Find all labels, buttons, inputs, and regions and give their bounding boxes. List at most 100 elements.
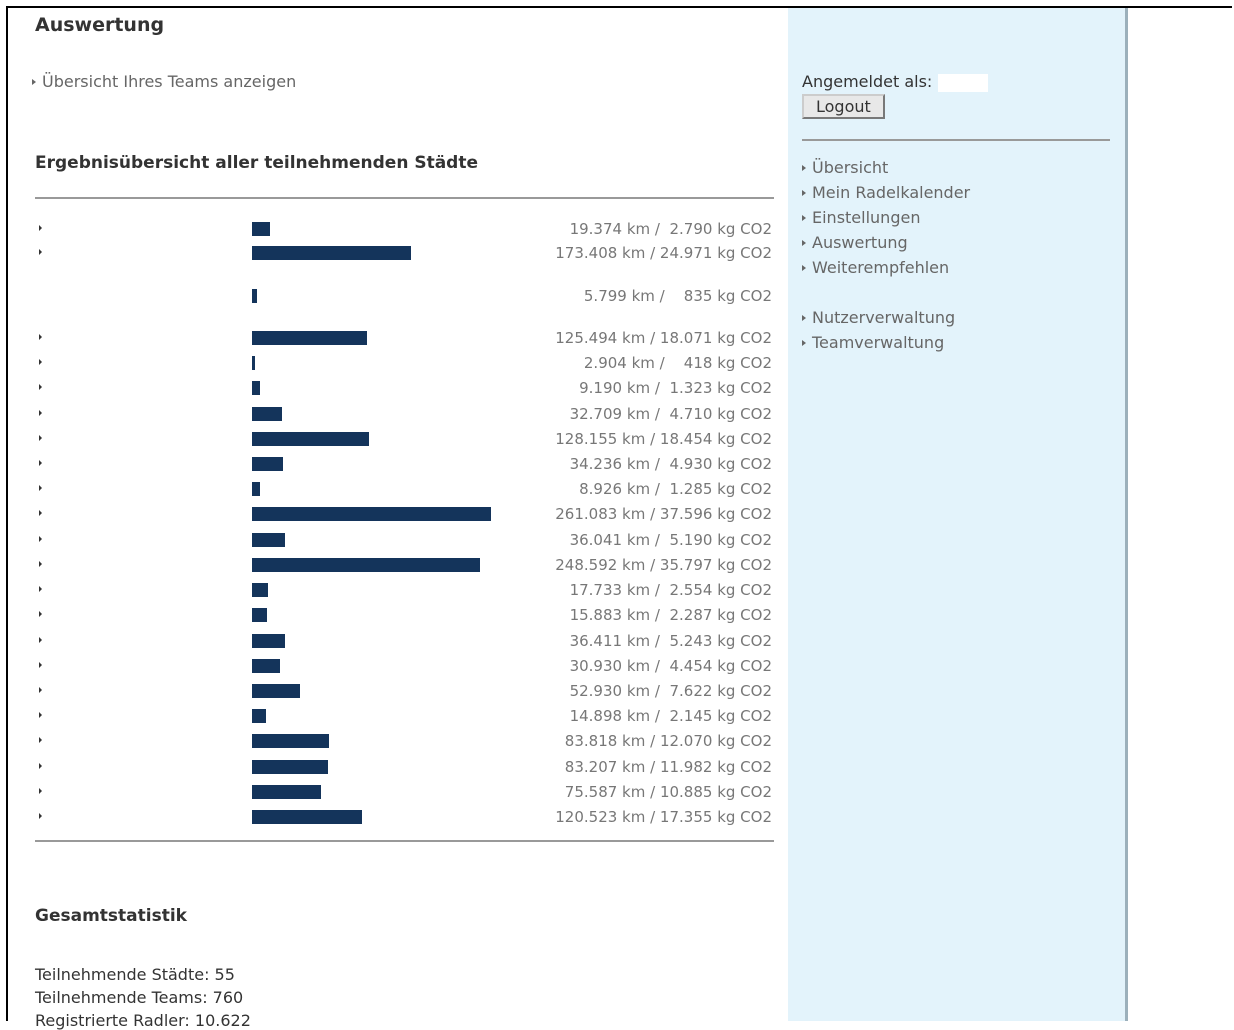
city-row: 75.587 km / 10.885 kg CO2 — [35, 781, 774, 803]
city-row: 5.799 km / 835 kg CO2 — [35, 285, 774, 307]
city-bar — [252, 457, 283, 471]
city-bar — [252, 482, 260, 496]
logout-button[interactable]: Logout — [802, 94, 885, 119]
city-stat: 261.083 km / 37.596 kg CO2 — [555, 505, 772, 523]
city-link-arrow-icon[interactable] — [39, 249, 42, 255]
city-stat: 15.883 km / 2.287 kg CO2 — [569, 606, 772, 624]
city-row: 17.733 km / 2.554 kg CO2 — [35, 579, 774, 601]
city-bar — [252, 331, 367, 345]
city-link-arrow-icon[interactable] — [39, 763, 42, 769]
sidebar-item-auswertung[interactable]: Auswertung — [802, 233, 908, 252]
logged-in-label: Angemeldet als: — [802, 72, 933, 91]
city-link-arrow-icon[interactable] — [39, 813, 42, 819]
city-bar — [252, 608, 267, 622]
city-bar — [252, 356, 255, 370]
city-bar — [252, 785, 321, 799]
city-bar — [252, 684, 300, 698]
city-link-arrow-icon[interactable] — [39, 225, 42, 231]
city-bar — [252, 507, 491, 521]
city-row: 125.494 km / 18.071 kg CO2 — [35, 327, 774, 349]
city-stat: 19.374 km / 2.790 kg CO2 — [569, 220, 772, 238]
main-content: Auswertung Übersicht Ihres Teams anzeige… — [22, 8, 788, 1030]
city-row: 14.898 km / 2.145 kg CO2 — [35, 705, 774, 727]
bullet-icon — [802, 314, 806, 321]
city-bar — [252, 583, 268, 597]
city-link-arrow-icon[interactable] — [39, 536, 42, 542]
city-link-arrow-icon[interactable] — [39, 435, 42, 441]
city-row: 32.709 km / 4.710 kg CO2 — [35, 403, 774, 425]
city-bar — [252, 634, 285, 648]
sidebar-item-teamverwaltung[interactable]: Teamverwaltung — [802, 333, 944, 352]
city-stat: 34.236 km / 4.930 kg CO2 — [569, 455, 772, 473]
city-link-arrow-icon[interactable] — [39, 737, 42, 743]
city-stat: 128.155 km / 18.454 kg CO2 — [555, 430, 772, 448]
sidebar-item-weiterempfehlen[interactable]: Weiterempfehlen — [802, 258, 949, 277]
city-stat: 30.930 km / 4.454 kg CO2 — [569, 657, 772, 675]
city-row: 173.408 km / 24.971 kg CO2 — [35, 242, 774, 264]
city-link-arrow-icon[interactable] — [39, 662, 42, 668]
city-row: 36.411 km / 5.243 kg CO2 — [35, 630, 774, 652]
city-stat: 2.904 km / 418 kg CO2 — [583, 354, 772, 372]
totals-cities: Teilnehmende Städte: 55 — [35, 965, 235, 984]
results-bottom-divider — [35, 840, 774, 842]
username-box — [938, 73, 989, 92]
totals-title: Gesamtstatistik — [35, 906, 187, 926]
city-stat: 8.926 km / 1.285 kg CO2 — [579, 480, 772, 498]
totals-teams: Teilnehmende Teams: 760 — [35, 988, 244, 1007]
sidebar-divider — [802, 139, 1110, 141]
bullet-icon — [802, 214, 806, 221]
bullet-icon — [32, 78, 36, 85]
city-bar — [252, 810, 362, 824]
city-row: 52.930 km / 7.622 kg CO2 — [35, 680, 774, 702]
sidebar-item-radelkalender[interactable]: Mein Radelkalender — [802, 183, 970, 202]
bullet-icon — [802, 339, 806, 346]
sidebar-item-label: Übersicht — [812, 158, 889, 177]
sidebar-item-label: Nutzerverwaltung — [812, 308, 956, 327]
sidebar-item-label: Weiterempfehlen — [812, 258, 950, 277]
city-link-arrow-icon[interactable] — [39, 712, 42, 718]
city-bar — [252, 533, 285, 547]
city-row: 30.930 km / 4.454 kg CO2 — [35, 655, 774, 677]
sidebar-item-nutzerverwaltung[interactable]: Nutzerverwaltung — [802, 308, 955, 327]
city-row: 83.207 km / 11.982 kg CO2 — [35, 756, 774, 778]
city-stat: 14.898 km / 2.145 kg CO2 — [569, 707, 772, 725]
city-row: 8.926 km / 1.285 kg CO2 — [35, 478, 774, 500]
city-stat: 75.587 km / 10.885 kg CO2 — [564, 783, 772, 801]
city-link-arrow-icon[interactable] — [39, 460, 42, 466]
city-bar — [252, 289, 257, 303]
sidebar-item-uebersicht[interactable]: Übersicht — [802, 158, 888, 177]
sidebar-item-label: Auswertung — [812, 233, 908, 252]
team-overview-link-label: Übersicht Ihres Teams anzeigen — [42, 72, 297, 91]
city-stat: 52.930 km / 7.622 kg CO2 — [569, 682, 772, 700]
city-link-arrow-icon[interactable] — [39, 586, 42, 592]
city-stat: 17.733 km / 2.554 kg CO2 — [569, 581, 772, 599]
city-stat: 173.408 km / 24.971 kg CO2 — [555, 244, 772, 262]
city-row: 261.083 km / 37.596 kg CO2 — [35, 503, 774, 525]
city-stat: 120.523 km / 17.355 kg CO2 — [555, 808, 772, 826]
city-link-arrow-icon[interactable] — [39, 359, 42, 365]
city-link-arrow-icon[interactable] — [39, 510, 42, 516]
team-overview-link[interactable]: Übersicht Ihres Teams anzeigen — [32, 72, 296, 91]
city-link-arrow-icon[interactable] — [39, 611, 42, 617]
city-row: 19.374 km / 2.790 kg CO2 — [35, 218, 774, 240]
city-link-arrow-icon[interactable] — [39, 561, 42, 567]
city-bar — [252, 222, 270, 236]
city-link-arrow-icon[interactable] — [39, 788, 42, 794]
city-stat: 83.207 km / 11.982 kg CO2 — [564, 758, 772, 776]
city-link-arrow-icon[interactable] — [39, 687, 42, 693]
city-link-arrow-icon[interactable] — [39, 334, 42, 340]
sidebar-item-einstellungen[interactable]: Einstellungen — [802, 208, 920, 227]
city-row: 36.041 km / 5.190 kg CO2 — [35, 529, 774, 551]
city-stat: 32.709 km / 4.710 kg CO2 — [569, 405, 772, 423]
city-link-arrow-icon[interactable] — [39, 384, 42, 390]
city-stat: 125.494 km / 18.071 kg CO2 — [555, 329, 772, 347]
city-link-arrow-icon[interactable] — [39, 637, 42, 643]
city-bar — [252, 659, 280, 673]
city-link-arrow-icon[interactable] — [39, 485, 42, 491]
sidebar-item-label: Mein Radelkalender — [812, 183, 971, 202]
bullet-icon — [802, 264, 806, 271]
city-row: 120.523 km / 17.355 kg CO2 — [35, 806, 774, 828]
bullet-icon — [802, 189, 806, 196]
city-link-arrow-icon[interactable] — [39, 410, 42, 416]
city-stat: 9.190 km / 1.323 kg CO2 — [579, 379, 772, 397]
